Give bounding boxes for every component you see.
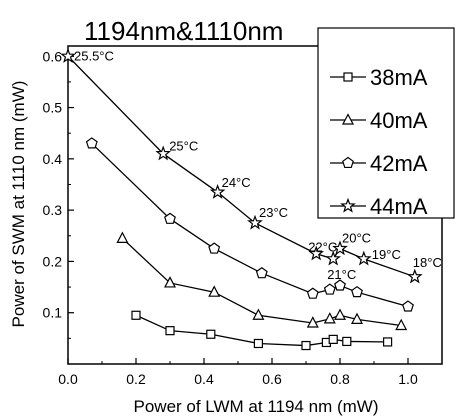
- legend-label: 44mA: [370, 194, 428, 219]
- y-tick-label: 0.6: [43, 48, 63, 64]
- x-tick-label: 0.2: [126, 371, 146, 387]
- legend-triangle-marker: [342, 113, 354, 125]
- legend-pentagon-marker: [342, 156, 354, 169]
- square-marker: [253, 338, 263, 349]
- legend-label: 38mA: [370, 65, 428, 90]
- x-tick-label: 0.4: [194, 371, 214, 387]
- star-marker: [60, 48, 76, 63]
- pentagon-marker: [334, 279, 346, 291]
- square-marker: [206, 329, 216, 339]
- star-marker: [308, 245, 325, 261]
- star-marker: [325, 250, 342, 266]
- star-marker: [209, 183, 226, 199]
- triangle-marker: [208, 285, 221, 297]
- temperature-annotation: 25.5°C: [74, 48, 114, 63]
- triangle-marker: [116, 231, 129, 243]
- y-axis-label: Power of SWM at 1110 nm (mW): [9, 81, 28, 328]
- x-axis-label: Power of LWM at 1194 nm (mW): [134, 397, 379, 416]
- legend-square-marker: [343, 72, 353, 82]
- x-tick-label: 0.8: [330, 371, 350, 387]
- triangle-marker: [252, 308, 265, 320]
- triangle-marker: [395, 318, 408, 331]
- temperature-annotation: 23°C: [259, 205, 288, 220]
- axis-ticks: 0.0 0.2 0.4 0.6 0.8 1.0 0.1 0.2 0.3 0.4 0.5 0.6: [43, 48, 418, 387]
- temperature-annotation: 25°C: [169, 139, 198, 154]
- pentagon-marker: [208, 242, 221, 254]
- pentagon-marker: [323, 283, 336, 295]
- star-marker: [355, 250, 372, 266]
- temperature-annotation: 20°C: [342, 231, 371, 246]
- chart-title: 1194nm&1110nm: [84, 16, 283, 46]
- triangle-marker: [323, 312, 336, 324]
- triangle-marker: [164, 276, 176, 288]
- x-tick-label: 0.0: [58, 371, 78, 387]
- pentagon-marker: [306, 287, 319, 299]
- legend-label: 40mA: [370, 108, 428, 133]
- legend-star-marker: [340, 197, 356, 213]
- triangle-marker: [334, 308, 346, 320]
- pentagon-marker: [351, 285, 363, 298]
- square-marker: [131, 310, 141, 320]
- temperature-annotation: 18°C: [413, 255, 442, 270]
- temperature-annotation: 22°C: [308, 240, 337, 255]
- legend: 38mA 40mA 42mA 44mA: [330, 65, 428, 219]
- square-marker: [342, 336, 352, 347]
- y-tick-label: 0.2: [43, 253, 63, 269]
- y-tick-label: 0.3: [43, 202, 63, 218]
- y-tick-label: 0.4: [43, 151, 63, 167]
- star-marker: [155, 145, 172, 161]
- star-marker: [332, 240, 348, 256]
- star-marker: [247, 214, 263, 230]
- temperature-annotations: 25.5°C 25°C 24°C 23°C 22°C 21°C 20°C19°C 18°C: [74, 48, 442, 282]
- triangle-marker: [351, 312, 363, 324]
- star-marker: [406, 268, 423, 284]
- series-markers: [60, 48, 423, 351]
- temperature-annotation: 24°C: [222, 175, 251, 190]
- pentagon-marker: [85, 137, 98, 149]
- x-tick-label: 0.6: [262, 371, 282, 387]
- legend-label: 42mA: [370, 151, 428, 176]
- y-tick-label: 0.1: [43, 305, 63, 321]
- square-marker: [301, 340, 311, 351]
- temperature-annotation: 21°C: [327, 267, 356, 282]
- pentagon-marker: [255, 266, 268, 279]
- legend-box: [317, 27, 455, 219]
- square-marker: [165, 326, 175, 336]
- y-tick-label: 0.5: [43, 100, 63, 116]
- square-marker: [383, 337, 393, 347]
- series-line-40mA: [121, 237, 402, 327]
- pentagon-marker: [164, 212, 176, 224]
- triangle-marker: [306, 316, 319, 328]
- x-tick-label: 1.0: [398, 371, 418, 387]
- square-marker: [328, 334, 338, 344]
- temperature-annotation: 19°C: [372, 247, 401, 262]
- pentagon-marker: [402, 300, 414, 312]
